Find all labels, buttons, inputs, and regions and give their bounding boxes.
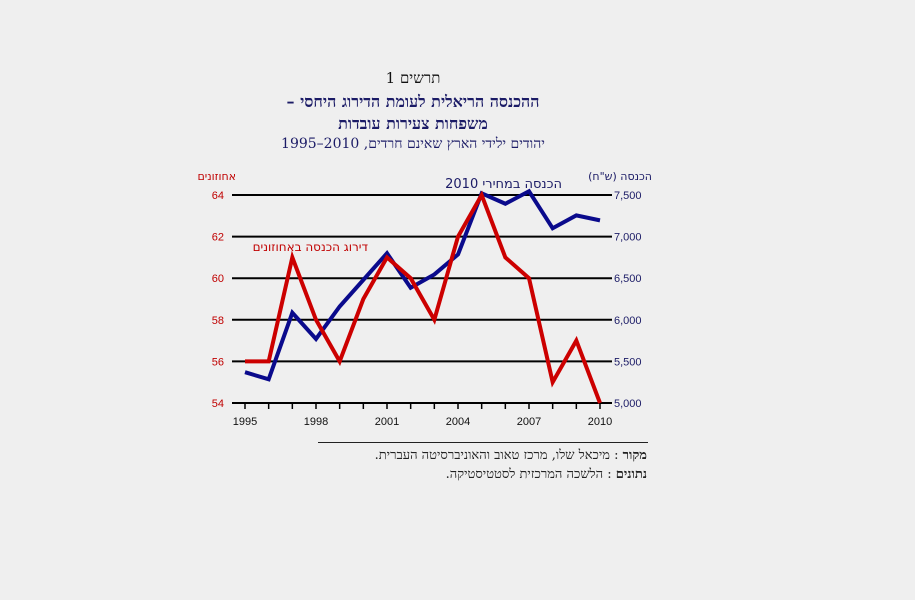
chart-title-line1: ההכנסה הריאלית לעומת הדירוג היחסי – xyxy=(286,92,540,111)
left-tick-label: 62 xyxy=(212,232,224,244)
right-tick-label: 6,000 xyxy=(614,315,642,327)
data-text: : הלשכה המרכזית לסטטיסטיקה. xyxy=(445,467,616,482)
series-line-income xyxy=(244,188,601,382)
source-note: מקור : מיכאל שלו, מרכז טאוב והאוניברסיטה… xyxy=(375,448,647,464)
left-tick-label: 60 xyxy=(212,273,224,285)
chart-subtitle: יהודים ילידי הארץ שאינם חרדים, 2010–1995 xyxy=(281,136,545,152)
series-line-percentile-rank xyxy=(245,190,602,404)
footer-divider xyxy=(318,442,648,443)
data-note: נתונים : הלשכה המרכזית לסטטיסטיקה. xyxy=(446,467,647,483)
right-tick-label: 5,500 xyxy=(614,356,642,368)
x-tick-label: 2007 xyxy=(517,416,541,428)
left-axis-label: אחוזונים xyxy=(197,170,236,183)
x-tick-label: 1998 xyxy=(304,416,328,428)
right-tick-label: 5,000 xyxy=(614,398,642,410)
right-tick-label: 7,500 xyxy=(614,190,642,202)
x-tick-label: 2004 xyxy=(446,416,470,428)
left-tick-label: 58 xyxy=(212,315,224,327)
left-tick-label: 56 xyxy=(212,356,224,368)
right-tick-label: 7,000 xyxy=(614,232,642,244)
left-tick-label: 54 xyxy=(212,398,224,410)
right-axis-label: הכנסה (ש"ח) xyxy=(588,170,652,183)
source-label: מקור xyxy=(622,448,647,463)
left-tick-label: 64 xyxy=(212,190,224,202)
x-tick-label: 2010 xyxy=(588,416,612,428)
x-tick-label: 1995 xyxy=(233,416,257,428)
x-tick-label: 2001 xyxy=(375,416,399,428)
legend-percentile-rank: דירוג הכנסה באחוזונים xyxy=(253,240,369,254)
chart-title-line2: משפחות צעירות עובדות xyxy=(338,114,488,133)
figure-number: תרשים 1 xyxy=(385,69,441,87)
right-tick-label: 6,500 xyxy=(614,273,642,285)
legend-income: הכנסה במחירי 2010 xyxy=(445,177,562,192)
data-label: נתונים xyxy=(615,467,647,482)
source-text: : מיכאל שלו, מרכז טאוב והאוניברסיטה העבר… xyxy=(374,448,623,463)
